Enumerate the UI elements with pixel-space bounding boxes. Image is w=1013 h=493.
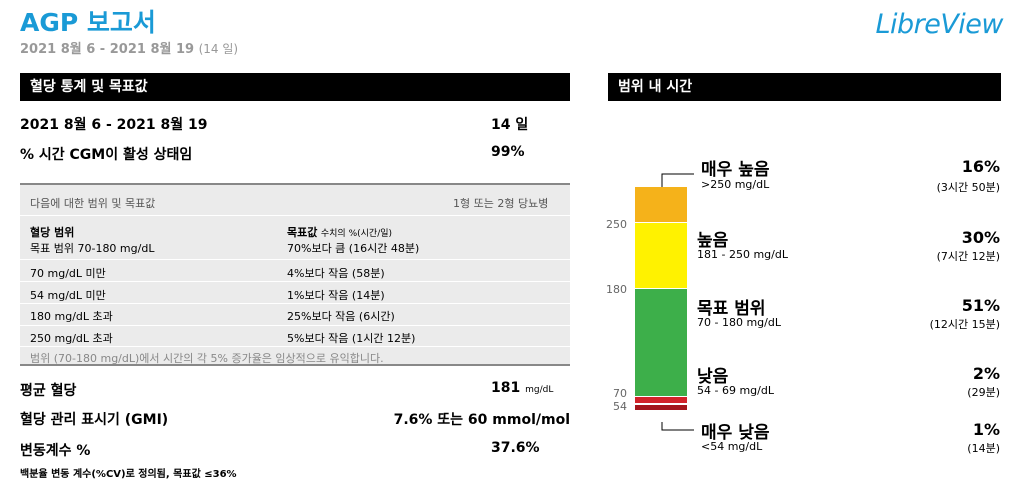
cgm-active-value: 99% xyxy=(491,144,525,160)
period-label: 2021 8월 6 - 2021 8월 19 xyxy=(20,117,208,133)
bar-connectors xyxy=(661,173,694,431)
mean-glucose-label: 평균 혈당 xyxy=(20,383,77,399)
col-target-title-main: 목표값 xyxy=(287,226,318,239)
mean-glucose-unit: mg/dL xyxy=(525,385,554,395)
axis-label-70: 70 xyxy=(613,387,627,400)
tir-very-low-duration: (14분) xyxy=(967,442,1000,455)
target-row-range: 목표 범위 70-180 mg/dL xyxy=(30,242,155,255)
divider xyxy=(635,222,687,223)
tir-very-low-name: 매우 낮음 xyxy=(701,423,770,443)
target-row-range: 250 mg/dL 초과 xyxy=(30,332,113,345)
bar-segment-very-high xyxy=(635,187,687,222)
col-range-title: 혈당 범위 xyxy=(30,226,75,239)
divider xyxy=(635,396,687,397)
tir-section-header: 범위 내 시간 xyxy=(608,73,1001,101)
target-row-range: 54 mg/dL 미만 xyxy=(30,289,106,302)
tir-high-pct: 30% xyxy=(961,228,1000,247)
bar-segment-very-low xyxy=(635,405,687,410)
tir-target-range: 70 - 180 mg/dL xyxy=(697,316,781,329)
cgm-active-label: % 시간 CGM이 활성 상태임 xyxy=(20,147,193,163)
cv-label: 변동계수 % xyxy=(20,443,91,459)
divider xyxy=(20,325,570,326)
tir-low-pct: 2% xyxy=(972,364,1000,383)
tir-low-name: 낮음 xyxy=(697,367,729,387)
axis-label-54: 54 xyxy=(613,400,627,413)
libreview-logo: LibreView xyxy=(875,9,1003,40)
connector-very-low xyxy=(661,422,694,431)
gmi-value: 7.6% 또는 60 mmol/mol xyxy=(393,412,570,428)
gmi-label: 혈당 관리 표시기 (GMI) xyxy=(20,412,169,428)
tir-very-low-pct: 1% xyxy=(972,420,1000,439)
tir-very-high-name: 매우 높음 xyxy=(701,160,770,180)
date-range-text: 2021 8월 6 - 2021 8월 19 xyxy=(20,42,195,57)
divider xyxy=(20,215,570,216)
bar-segment-target xyxy=(635,289,687,396)
targets-header-right: 1형 또는 2형 당뇨병 xyxy=(453,197,549,210)
target-row-value: 1%보다 작음 (14분) xyxy=(287,289,385,302)
bar-segment-high xyxy=(635,223,687,288)
target-row-range: 70 mg/dL 미만 xyxy=(30,267,106,280)
mean-glucose-value: 181 mg/dL xyxy=(491,380,553,396)
tir-very-low-range: <54 mg/dL xyxy=(701,440,763,453)
bar-segment-low xyxy=(635,397,687,403)
report-date-range: 2021 8월 6 - 2021 8월 19 (14 일) xyxy=(20,38,238,57)
tir-low-range: 54 - 69 mg/dL xyxy=(697,384,774,397)
tir-target-name: 목표 범위 xyxy=(697,299,766,319)
divider xyxy=(20,346,570,347)
target-row-value: 25%보다 작음 (6시간) xyxy=(287,310,395,323)
tir-very-high-pct: 16% xyxy=(961,157,1000,176)
tir-high-duration: (7시간 12분) xyxy=(936,250,1000,263)
divider xyxy=(635,288,687,289)
tir-low-duration: (29분) xyxy=(967,386,1000,399)
connector-very-high xyxy=(661,173,694,187)
target-row-value: 70%보다 큼 (16시간 48분) xyxy=(287,242,420,255)
cv-value: 37.6% xyxy=(491,440,540,456)
divider xyxy=(20,303,570,304)
axis-label-250: 250 xyxy=(606,218,627,231)
target-row-value: 4%보다 작음 (58분) xyxy=(287,267,385,280)
targets-box xyxy=(20,183,570,366)
cv-note: 백분율 변동 계수(%CV)로 정의됨, 목표값 ≤36% xyxy=(20,469,237,480)
tir-high-range: 181 - 250 mg/dL xyxy=(697,248,788,261)
tir-very-high-range: >250 mg/dL xyxy=(701,178,770,191)
target-row-value: 5%보다 작음 (1시간 12분) xyxy=(287,332,416,345)
tir-target-pct: 51% xyxy=(961,296,1000,315)
tir-target-duration: (12시간 15분) xyxy=(929,318,1000,331)
period-days: 14 일 xyxy=(491,117,529,133)
divider xyxy=(20,259,570,260)
report-title: AGP 보고서 xyxy=(20,8,156,37)
stats-section-header: 혈당 통계 및 목표값 xyxy=(20,73,570,101)
targets-footnote: 범위 (70-180 mg/dL)에서 시간의 각 5% 증가율은 임상적으로 … xyxy=(30,352,384,365)
targets-header-left: 다음에 대한 범위 및 목표값 xyxy=(30,197,156,210)
date-range-days: (14 일) xyxy=(198,42,239,56)
tir-high-name: 높음 xyxy=(697,231,729,251)
tir-very-high-duration: (3시간 50분) xyxy=(936,181,1000,194)
mean-glucose-number: 181 xyxy=(491,380,521,396)
divider xyxy=(635,403,687,405)
divider xyxy=(20,281,570,282)
col-target-subtitle: 수치의 %(시간/일) xyxy=(320,229,393,239)
col-target-title: 목표값 수치의 %(시간/일) xyxy=(287,224,392,240)
axis-label-180: 180 xyxy=(606,283,627,296)
target-row-range: 180 mg/dL 초과 xyxy=(30,310,113,323)
